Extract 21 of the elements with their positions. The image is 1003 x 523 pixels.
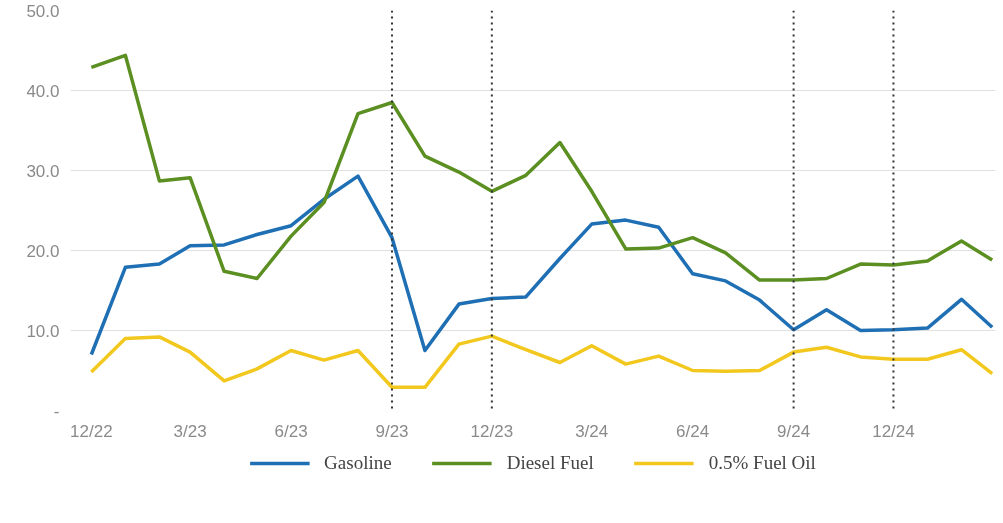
y-tick-label: 20.0 bbox=[26, 241, 60, 261]
y-tick-label: - bbox=[53, 401, 60, 421]
x-tick-label: 6/24 bbox=[676, 421, 710, 441]
x-tick-label: 6/23 bbox=[274, 421, 308, 441]
x-tick-label: 12/23 bbox=[470, 421, 514, 441]
y-tick-label: 30.0 bbox=[26, 161, 60, 181]
line-series bbox=[89, 53, 994, 282]
line-series bbox=[89, 334, 994, 390]
y-tick-label: 50.0 bbox=[26, 1, 60, 21]
x-tick-label: 12/24 bbox=[872, 421, 915, 441]
legend-label: 0.5% Fuel Oil bbox=[708, 452, 816, 474]
line-series bbox=[89, 174, 994, 357]
y-tick-label: 40.0 bbox=[26, 81, 60, 101]
x-tick-label: 9/23 bbox=[375, 421, 409, 441]
x-tick-label: 3/24 bbox=[575, 421, 609, 441]
x-tick-label: 9/24 bbox=[777, 421, 811, 441]
legend-label: Diesel Fuel bbox=[506, 452, 594, 474]
x-tick-label: 3/23 bbox=[173, 421, 207, 441]
legend-label: Gasoline bbox=[324, 452, 392, 474]
y-tick-label: 10.0 bbox=[26, 321, 60, 341]
x-tick-label: 12/22 bbox=[70, 421, 113, 441]
